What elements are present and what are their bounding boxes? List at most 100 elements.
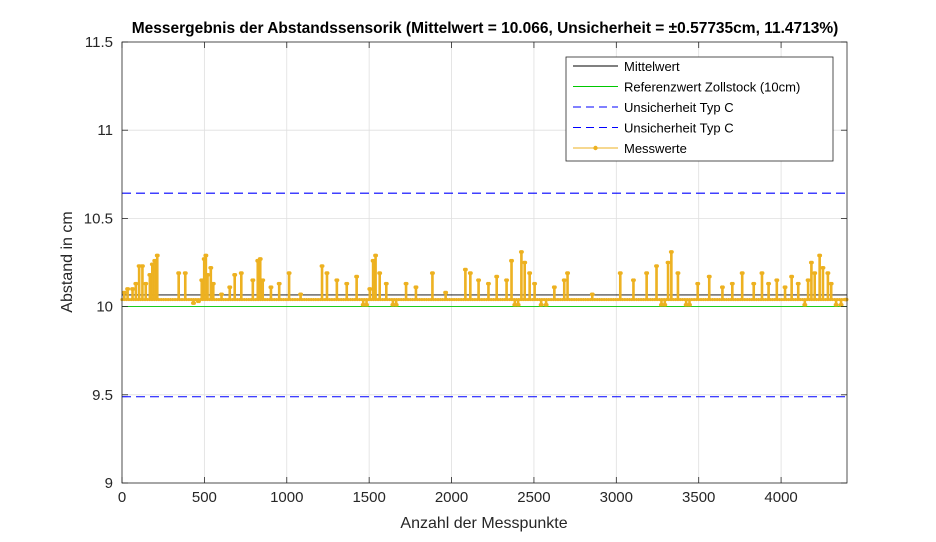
data-point: [231, 297, 235, 302]
data-point: [699, 297, 703, 302]
data-point: [374, 253, 379, 258]
data-point: [566, 271, 571, 275]
data-point: [523, 260, 528, 265]
data-point: [376, 297, 380, 302]
data-point: [444, 290, 449, 295]
data-point: [738, 297, 742, 302]
data-point: [666, 260, 671, 265]
data-point: [161, 297, 166, 302]
data-point: [602, 297, 606, 302]
data-point: [298, 297, 302, 302]
data-point: [752, 281, 757, 286]
data-point: [835, 297, 839, 302]
data-point: [720, 297, 724, 302]
data-point: [678, 297, 682, 302]
data-point: [680, 297, 685, 302]
x-tick-label: 500: [192, 489, 217, 506]
data-point: [325, 271, 330, 275]
data-point: [683, 297, 687, 302]
data-point: [614, 297, 618, 302]
data-point: [369, 297, 373, 302]
tick-marks: [121, 41, 847, 484]
data-point: [269, 285, 274, 289]
x-tick-label: 3500: [682, 489, 715, 506]
data-point: [625, 297, 629, 302]
data-point: [743, 297, 747, 302]
data-point: [201, 297, 205, 302]
y-tick-label: 10: [96, 299, 113, 316]
data-point: [464, 267, 468, 272]
data-point: [413, 297, 417, 302]
data-point: [535, 297, 539, 302]
data-point: [740, 297, 745, 302]
data-point: [616, 297, 620, 302]
data-point: [510, 258, 514, 263]
data-point: [171, 297, 175, 302]
data-point: [473, 297, 477, 302]
data-point: [611, 297, 615, 302]
data-point: [387, 297, 392, 302]
data-point: [395, 303, 399, 307]
data-point: [708, 297, 712, 302]
data-point: [247, 297, 251, 302]
data-point: [819, 297, 823, 302]
data-point: [526, 297, 530, 302]
data-point: [332, 297, 336, 302]
data-point: [148, 273, 153, 277]
data-point: [295, 297, 299, 302]
data-point: [777, 297, 782, 302]
data-point: [554, 297, 558, 302]
data-point: [533, 281, 538, 286]
data-point: [261, 297, 265, 302]
data-point: [789, 297, 793, 302]
data-point: [131, 287, 136, 291]
data-point: [447, 297, 452, 302]
data-point: [367, 297, 371, 302]
y-tick-label: 11.5: [85, 34, 113, 51]
data-point: [648, 297, 652, 302]
data-point: [436, 297, 440, 302]
data-point: [155, 297, 159, 302]
data-point: [780, 297, 784, 302]
data-point: [669, 297, 673, 302]
data-point: [803, 303, 808, 307]
data-point: [123, 290, 127, 295]
data-point: [270, 297, 274, 302]
data-point: [368, 287, 373, 291]
legend-marker: [593, 145, 598, 151]
data-point: [378, 271, 383, 275]
data-point: [494, 297, 498, 302]
data-point: [766, 297, 770, 302]
data-point: [330, 297, 334, 302]
data-point: [741, 271, 745, 275]
data-point: [812, 297, 816, 302]
data-point: [168, 297, 173, 302]
data-point: [814, 297, 818, 302]
data-point: [353, 297, 357, 302]
data-point: [344, 297, 348, 302]
data-point: [156, 253, 160, 258]
data-point: [302, 297, 306, 302]
data-point: [300, 297, 304, 302]
data-point: [277, 297, 281, 302]
data-point: [810, 297, 814, 302]
data-point: [791, 297, 795, 302]
data-point: [558, 297, 562, 302]
data-point: [798, 297, 802, 302]
data-point: [521, 297, 525, 302]
data-point: [318, 297, 322, 302]
data-point: [341, 297, 346, 302]
data-point: [351, 297, 355, 302]
data-point: [445, 297, 449, 302]
data-point: [821, 297, 825, 302]
x-tick-label: 2500: [517, 489, 550, 506]
data-point: [224, 297, 228, 302]
data-point: [191, 297, 196, 302]
data-point: [457, 297, 461, 302]
data-point: [645, 271, 650, 275]
data-point: [561, 297, 565, 302]
data-point: [644, 297, 648, 302]
data-point: [204, 253, 209, 258]
data-point: [233, 297, 237, 302]
